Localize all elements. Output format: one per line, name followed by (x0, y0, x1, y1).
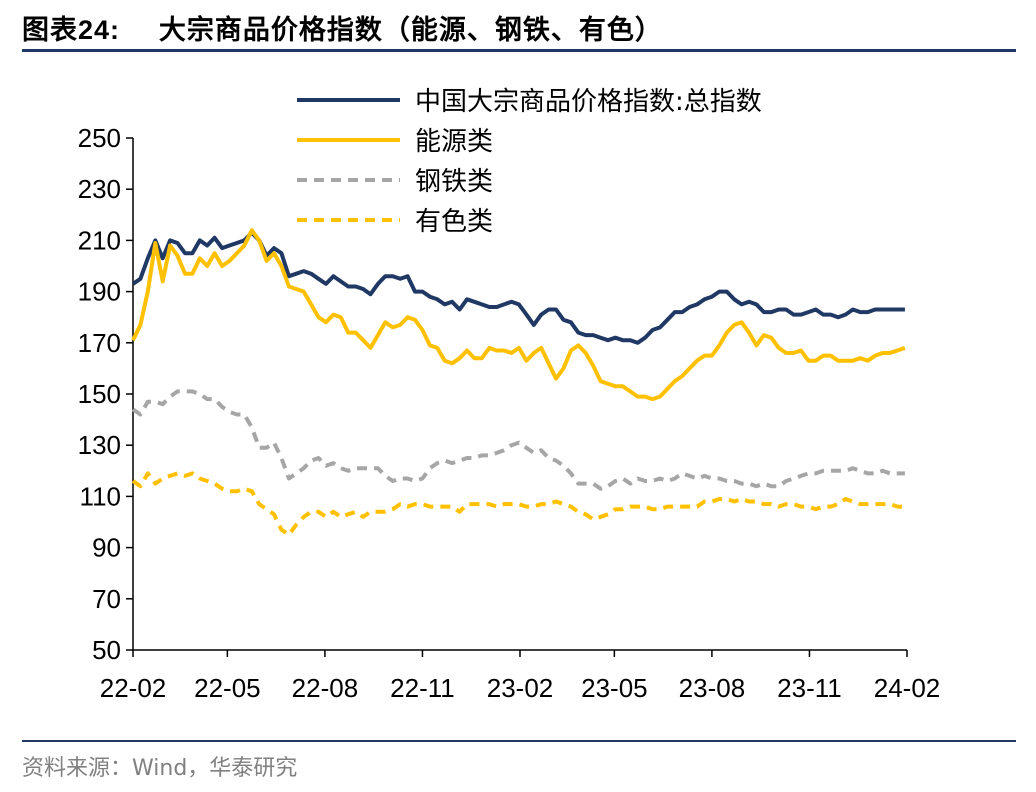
x-tick-label: 23-02 (487, 673, 554, 703)
y-tick-label: 70 (92, 584, 121, 614)
y-tick-label: 50 (92, 635, 121, 665)
y-tick-label: 170 (78, 328, 121, 358)
title-divider (22, 49, 1016, 52)
series-line-4 (131, 471, 905, 537)
legend-label-1: 中国大宗商品价格指数:总指数 (415, 87, 762, 117)
x-tick-label: 23-05 (581, 673, 648, 703)
x-tick-label: 24-02 (874, 673, 941, 703)
y-tick-label: 130 (78, 430, 121, 460)
series-line-1 (131, 230, 905, 345)
legend-label-2: 能源类 (415, 127, 493, 157)
x-tick-label: 22-11 (390, 673, 455, 703)
legend-label-3: 钢铁类 (415, 167, 493, 197)
figure-number: 24: (78, 15, 121, 45)
figure-title-text: 大宗商品价格指数（能源、钢铁、有色） (158, 15, 663, 46)
figure-label: 图表 (22, 15, 78, 46)
y-tick-label: 190 (78, 277, 121, 307)
x-tick-label: 22-05 (194, 673, 261, 703)
footer-divider (22, 740, 1016, 742)
y-tick-label: 250 (78, 123, 121, 153)
y-tick-label: 210 (78, 225, 121, 255)
y-tick-label: 230 (78, 174, 121, 204)
line-chart: 50 70 90 110 130 150 170 190 210 230 250 22-02 22-05… (78, 87, 941, 703)
source-note: 资料来源：Wind，华泰研究 (22, 756, 298, 781)
x-tick-label: 23-08 (679, 673, 746, 703)
y-tick-label: 150 (78, 379, 121, 409)
series-line-2 (131, 228, 906, 402)
y-tick-label: 110 (80, 481, 121, 511)
series-line-3 (131, 389, 905, 491)
legend-label-4: 有色类 (415, 207, 493, 237)
chart-title: 图表24: 大宗商品价格指数（能源、钢铁、有色） (22, 8, 663, 47)
x-tick-label: 22-02 (100, 673, 167, 703)
x-tick-label: 22-08 (292, 673, 359, 703)
y-tick-label: 90 (92, 533, 121, 563)
x-tick-label: 23-11 (777, 673, 842, 703)
